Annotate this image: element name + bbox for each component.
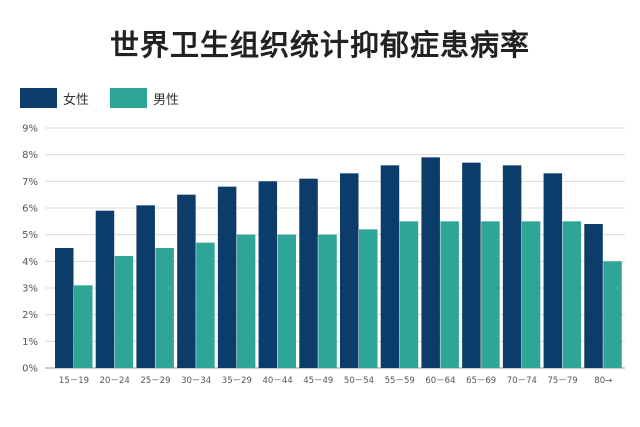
y-tick-label: 5% bbox=[22, 230, 38, 241]
bar-female bbox=[177, 194, 196, 368]
x-tick-label: 20－24 bbox=[100, 376, 130, 386]
chart-title: 世界卫生组织统计抑郁症患病率 bbox=[109, 28, 530, 62]
bar-female bbox=[55, 248, 74, 368]
bar-male bbox=[318, 234, 337, 368]
y-tick-label: 9% bbox=[22, 124, 38, 135]
bar-male bbox=[399, 221, 419, 368]
bar-female bbox=[502, 165, 522, 368]
bar-male bbox=[155, 248, 174, 368]
bar-male bbox=[74, 285, 93, 368]
x-tick-label: 80→ bbox=[594, 376, 612, 386]
x-tick-label: 50－54 bbox=[344, 376, 374, 386]
x-tick-label: 15－19 bbox=[59, 376, 89, 386]
bar-male bbox=[481, 221, 500, 368]
bar-female bbox=[543, 173, 563, 368]
y-tick-label: 7% bbox=[22, 177, 38, 188]
legend-swatch-female bbox=[20, 88, 57, 108]
bar-male bbox=[114, 256, 134, 368]
x-tick-label: 65－69 bbox=[466, 376, 496, 386]
bar-female bbox=[258, 181, 278, 368]
bar-male bbox=[236, 234, 256, 368]
legend-item-male: 男性 bbox=[110, 88, 179, 108]
legend-label-female: 女性 bbox=[63, 92, 90, 108]
x-tick-label: 60－64 bbox=[425, 376, 455, 386]
bar-male bbox=[196, 242, 215, 368]
bar-male bbox=[521, 221, 541, 368]
bar-male bbox=[603, 261, 622, 368]
x-tick-label: 35－29 bbox=[222, 376, 252, 386]
bar-female bbox=[95, 210, 115, 368]
y-tick-label: 2% bbox=[22, 310, 38, 321]
bar-female bbox=[380, 165, 400, 368]
x-tick-label: 30－34 bbox=[181, 376, 211, 386]
x-tick-label: 55－59 bbox=[385, 376, 415, 386]
legend-label-male: 男性 bbox=[153, 92, 180, 108]
bar-male bbox=[562, 221, 582, 368]
bar-female bbox=[462, 162, 481, 368]
bar-male bbox=[277, 234, 297, 368]
bar-female bbox=[340, 173, 359, 368]
x-tick-label: 45－49 bbox=[303, 376, 333, 386]
bar-female bbox=[299, 178, 318, 368]
y-tick-label: 4% bbox=[22, 257, 38, 268]
bar-male bbox=[359, 229, 378, 368]
y-tick-label: 1% bbox=[22, 337, 38, 348]
x-tick-label: 75－79 bbox=[548, 376, 578, 386]
x-tick-label: 25－29 bbox=[140, 376, 170, 386]
y-tick-label: 6% bbox=[22, 204, 38, 215]
x-tick-label: 40－44 bbox=[263, 376, 293, 386]
y-tick-label: 3% bbox=[22, 284, 38, 295]
bar-female bbox=[584, 224, 603, 368]
bar-female bbox=[217, 186, 237, 368]
legend-item-female: 女性 bbox=[20, 88, 89, 108]
y-tick-label: 8% bbox=[22, 150, 38, 161]
x-tick-label: 70－74 bbox=[507, 376, 537, 386]
y-tick-label: 0% bbox=[22, 364, 38, 375]
bar-female bbox=[136, 205, 155, 368]
bar-female bbox=[421, 157, 440, 368]
bar-male bbox=[440, 221, 459, 368]
legend-swatch-male bbox=[110, 88, 147, 108]
